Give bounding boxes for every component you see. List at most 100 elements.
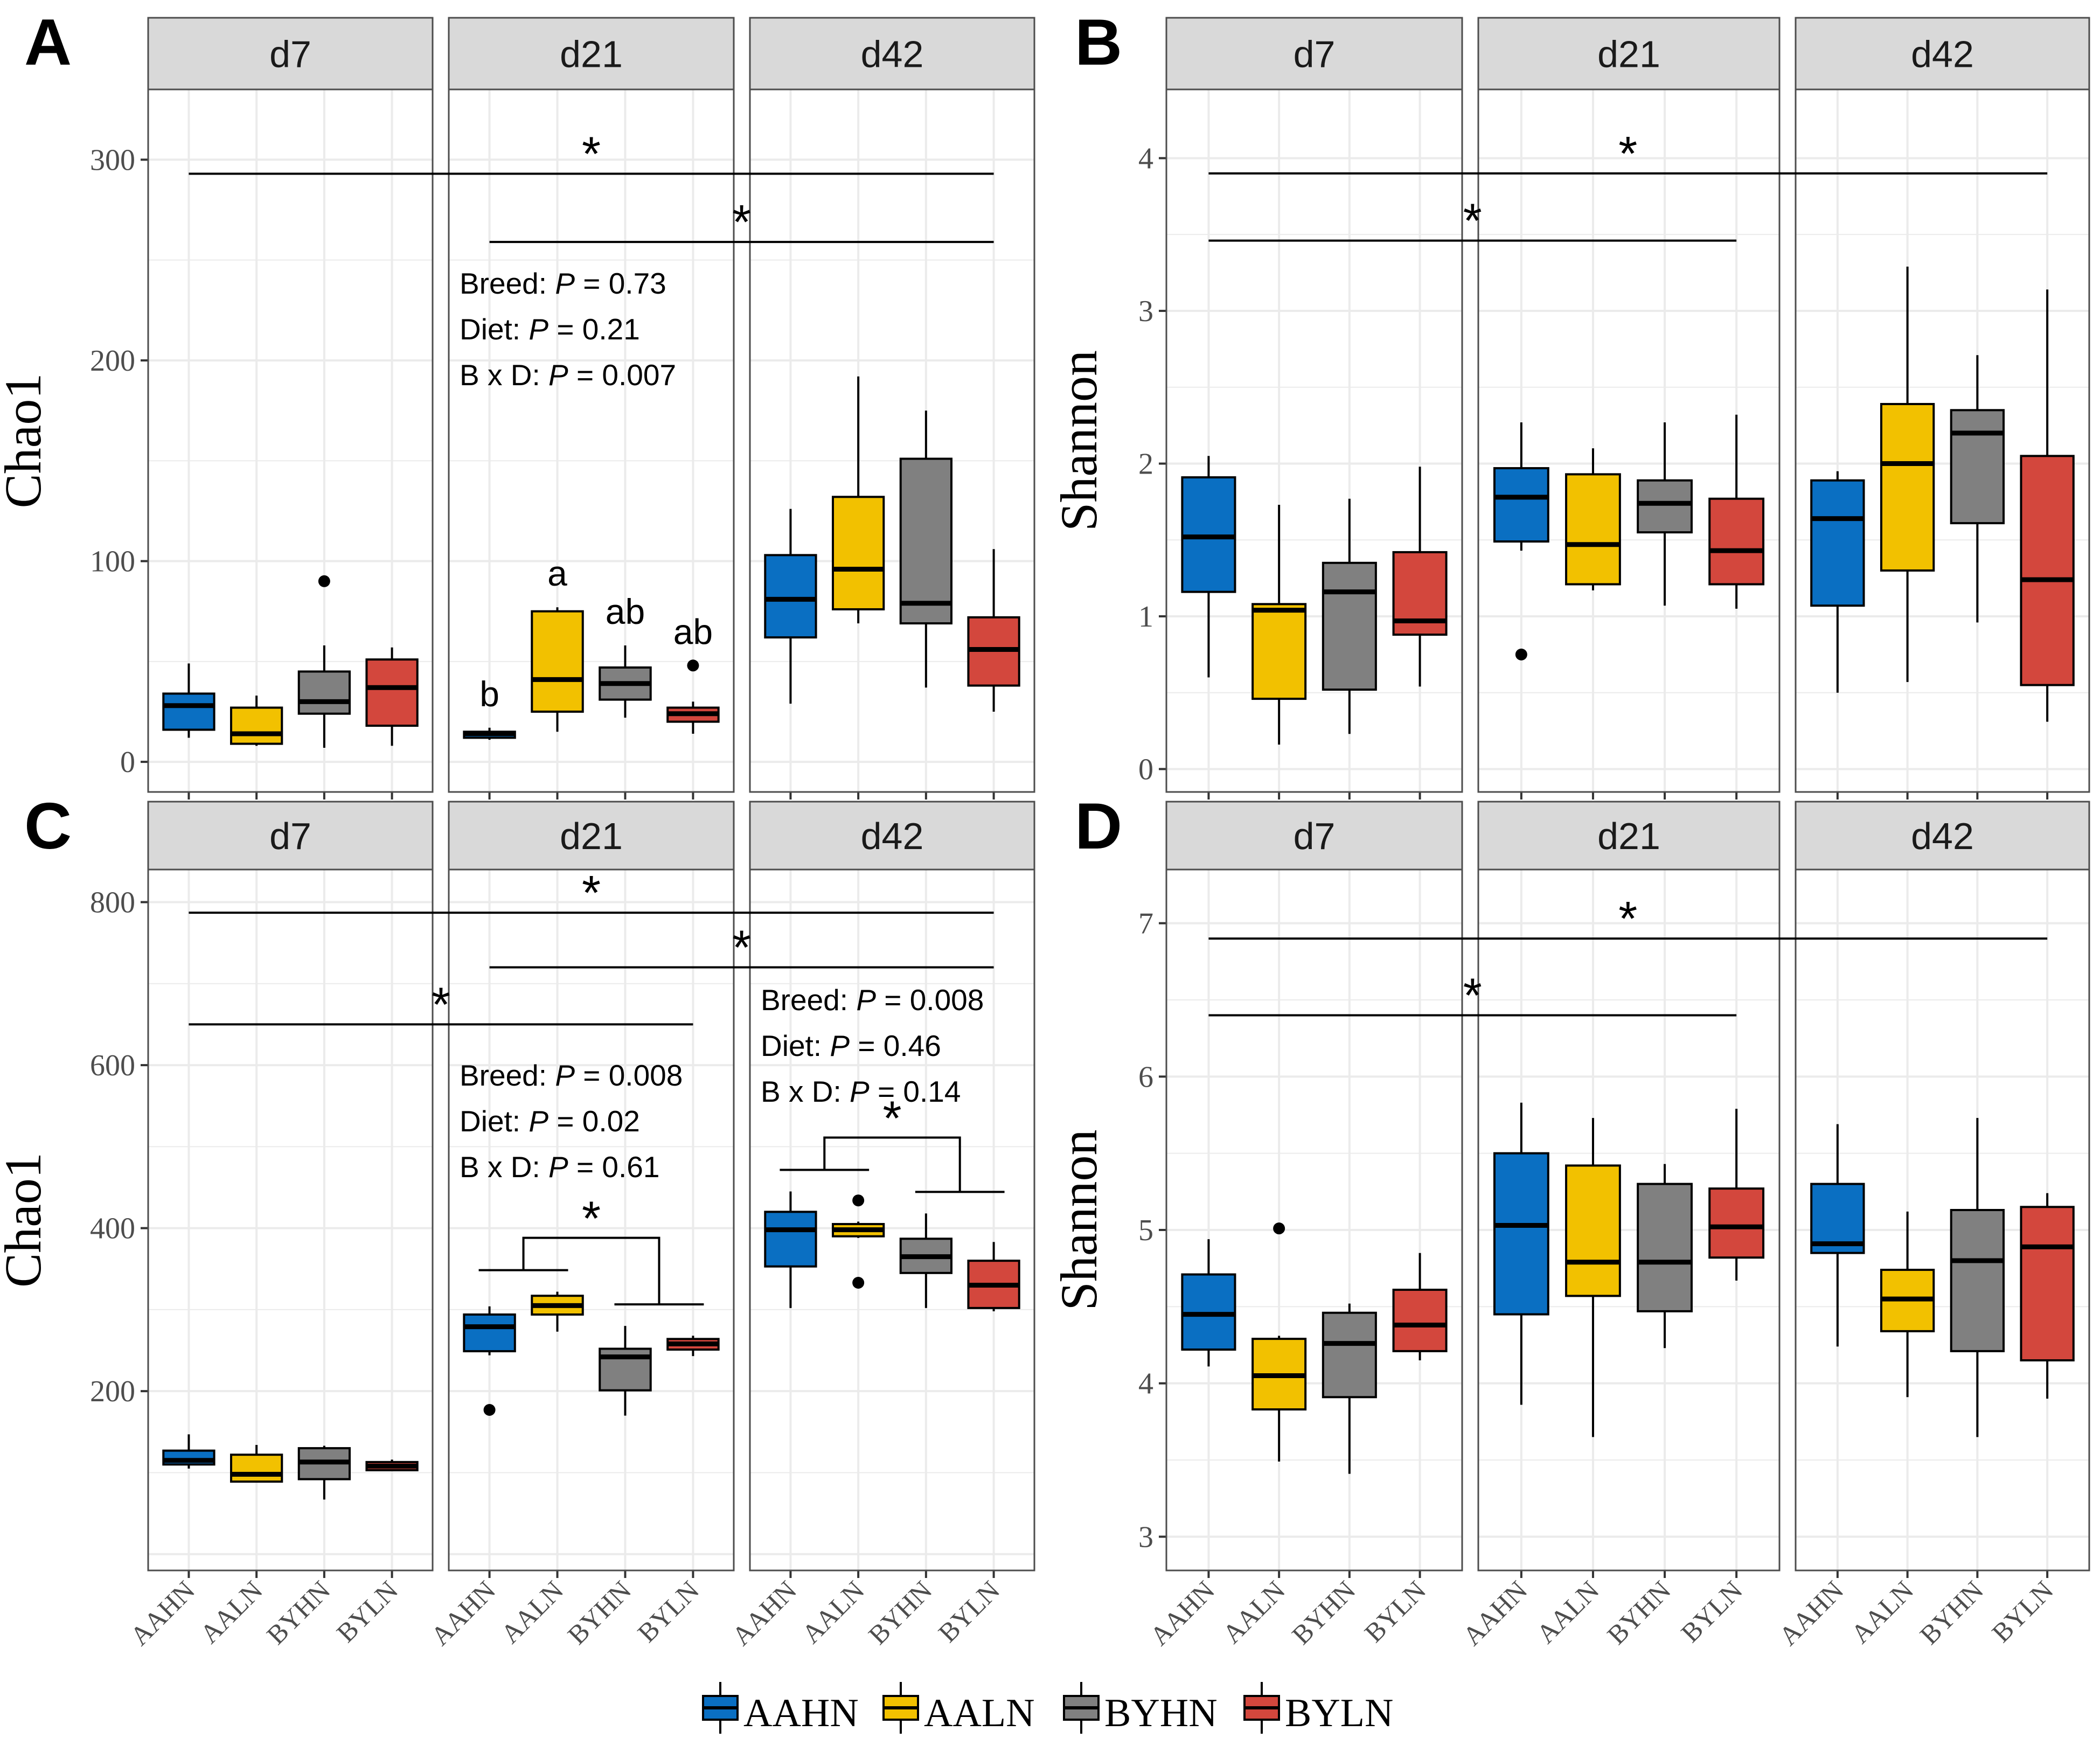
bracket-connector [522,1236,660,1305]
box-AAHN [162,1434,215,1469]
stats-annotation: B x D: P = 0.14 [761,1075,961,1108]
y-tick-label: 5 [1138,1214,1153,1247]
box-iqr [1950,409,2005,525]
significance-line: * [489,196,994,249]
panel-letter: B [1075,5,1122,79]
facet-strip-label: d7 [269,33,311,75]
facet-border [147,88,434,793]
box-BYHN [297,575,351,748]
box-AAHN [764,509,817,704]
plot-background [1166,89,1462,792]
plot-background [449,89,734,792]
x-tick-label: BYHN [1601,1575,1677,1650]
x-tick-label: BYLN [1986,1575,2059,1648]
x-tick-label: AAHN [124,1575,200,1651]
legend-label: BYLN [1285,1691,1393,1735]
box-iqr [365,658,419,727]
box-iqr [1708,497,1765,586]
box-AAHN [463,727,516,740]
box-BYHN [1637,1164,1693,1348]
box-iqr [162,692,215,731]
x-tick-label: AALN [1216,1575,1291,1649]
significance-star: * [1463,969,1482,1023]
box-AALN [1565,448,1621,590]
significance-star: * [1618,892,1637,946]
y-tick-label: 300 [90,143,135,177]
stats-annotation: Diet: P = 0.21 [460,312,640,346]
plot-background [449,870,734,1570]
box-AALN [230,696,283,746]
box-iqr [230,706,283,745]
box-BYLN [2020,1193,2075,1399]
box-iqr [832,496,885,610]
x-tick-label: AAHN [1144,1575,1220,1651]
legend-item-aaln: AALN [882,1682,1035,1735]
box-AALN [531,1291,584,1332]
box-AAHN [1810,1124,1865,1347]
x-tick-label: BYHN [863,1575,938,1650]
box-BYLN [1708,414,1765,609]
y-tick-label: 4 [1138,1367,1153,1401]
box-iqr [1708,1187,1765,1259]
x-tick-label: AALN [495,1575,569,1649]
y-tick-label: 2 [1138,448,1153,481]
legend-item-byln: BYLN [1243,1682,1393,1735]
box-BYHN [599,1326,652,1416]
facet-strip-label: d42 [1911,815,1974,857]
box-AALN [1880,266,1935,682]
box-AALN [1880,1211,1935,1398]
box-AAHN [1810,471,1865,693]
y-tick-label: 200 [90,1375,135,1408]
facet-border [749,868,1035,1572]
box-BYHN [1322,498,1377,734]
box-AALN [531,607,584,732]
facet-strip-label: d21 [560,815,623,857]
box-iqr [764,1211,817,1268]
y-tick-label: 6 [1138,1060,1153,1094]
significance-line: * [1208,969,1737,1023]
y-tick-label: 4 [1138,142,1153,176]
panel-d: DShannon34567d7AAHNAALNBYHNBYLNd21AAHNAA… [1050,789,2090,1651]
significance-line: * [489,921,994,975]
y-tick-label: 7 [1138,907,1153,941]
panel-c: CChao1200400600800d7AAHNAALNBYHNBYLNd21A… [0,789,1035,1651]
box-AALN [832,376,885,624]
outlier-point [687,659,699,672]
facet-strip [1477,801,1781,871]
y-tick-label: 1 [1138,600,1153,634]
significance-letter: ab [606,592,645,631]
box-iqr [1880,402,1935,572]
box-AAHN [1181,1239,1236,1367]
bracket-star: * [882,1092,901,1146]
box-iqr [1493,467,1549,543]
box-iqr [1637,1183,1693,1312]
box-AAHN [764,1191,817,1308]
bracket-star: * [582,1192,601,1246]
panel-letter: C [24,789,72,863]
panel-letter: A [24,5,72,79]
facet-strip [1795,17,2090,91]
box-BYLN [967,549,1020,712]
box-iqr [1322,561,1377,691]
y-tick-label: 200 [90,344,135,378]
box-BYLN [1708,1109,1765,1281]
box-AALN [1251,505,1307,745]
facet-strip-label: d42 [861,33,924,75]
x-tick-label: AALN [796,1575,870,1649]
facet-strip [147,17,434,91]
box-AALN [230,1445,283,1483]
plot-background [1166,870,1462,1570]
panel-b: B Shannon 0 1 2 3 4 d7 d21 d42 * * [1050,5,2090,799]
facet-strip [1477,17,1781,91]
group-bracket: * [478,1192,704,1306]
y-axis-label: Shannon [1050,350,1108,531]
significance-star: * [732,921,751,975]
facet-border [749,88,1035,793]
x-tick-label: AALN [194,1575,268,1649]
box-iqr [1322,1311,1377,1399]
bracket-connector [823,1136,961,1192]
